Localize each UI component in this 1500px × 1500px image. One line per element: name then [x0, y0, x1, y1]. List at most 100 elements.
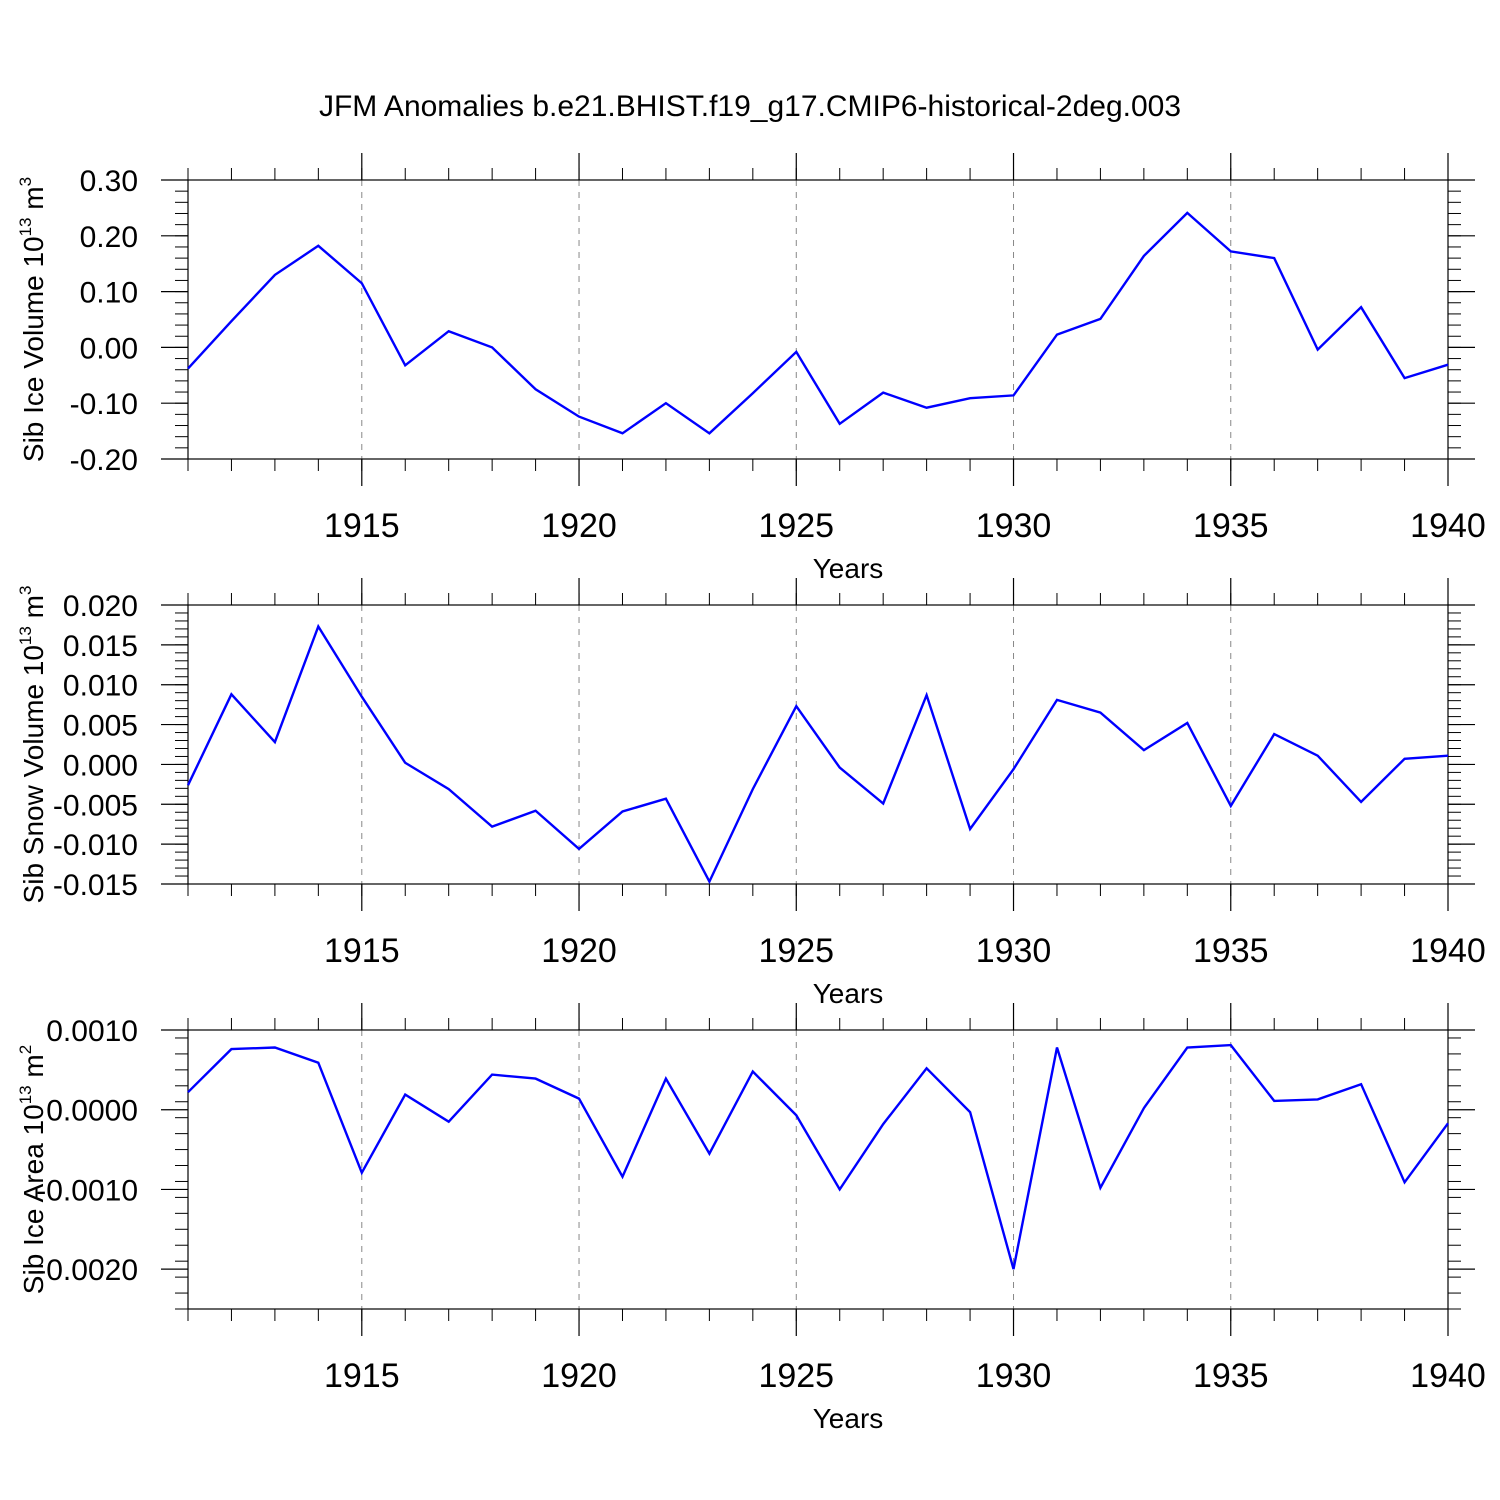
data-point — [619, 808, 625, 814]
x-tick-label: 1925 — [758, 507, 834, 545]
data-point — [272, 272, 278, 278]
data-point — [1358, 304, 1364, 310]
x-tick-label: 1940 — [1410, 1357, 1486, 1395]
y-tick-label: -0.20 — [70, 444, 138, 477]
data-point — [663, 1076, 669, 1082]
data-point — [1315, 1096, 1321, 1102]
data-point — [706, 430, 712, 436]
x-tick-label: 1920 — [541, 507, 617, 545]
data-point — [967, 826, 973, 832]
data-point — [1228, 803, 1234, 809]
data-point — [489, 1072, 495, 1078]
y-tick-label: 0.00 — [80, 332, 138, 365]
y-tick-label: 0.20 — [80, 221, 138, 254]
data-point — [185, 1089, 191, 1095]
x-tick-label: 1925 — [758, 932, 834, 970]
data-point — [1271, 1098, 1277, 1104]
data-point — [1315, 347, 1321, 353]
plot-frame — [187, 604, 1449, 885]
data-point — [880, 1121, 886, 1127]
data-point — [967, 1109, 973, 1115]
data-point — [228, 1046, 234, 1052]
data-point — [837, 1186, 843, 1192]
x-tick-label: 1935 — [1193, 1357, 1269, 1395]
y-axis-label: Sib Ice Volume 1013 m3 — [16, 177, 49, 462]
data-point — [924, 692, 930, 698]
y-tick-label: -0.005 — [53, 789, 138, 822]
data-point — [924, 405, 930, 411]
series-line-snow-volume — [186, 623, 1449, 885]
y-tick-label: 0.020 — [63, 590, 138, 623]
data-point — [1184, 720, 1190, 726]
data-point — [185, 366, 191, 372]
panel-ice-volume: 1915 1920 1925 1930 1935 1940 Years 0.30 0.20 0.1… — [16, 153, 1486, 584]
x-tick-label: 1920 — [541, 1357, 617, 1395]
data-point — [1054, 1045, 1060, 1051]
x-tick-label: 1925 — [758, 1357, 834, 1395]
data-point — [880, 800, 886, 806]
data-point — [706, 879, 712, 885]
x-tick-label: 1935 — [1193, 932, 1269, 970]
data-point — [1271, 255, 1277, 261]
data-point — [1445, 1120, 1451, 1126]
data-point — [837, 765, 843, 771]
data-point — [359, 694, 365, 700]
data-point — [533, 808, 539, 814]
y-tick-label: 0.010 — [63, 670, 138, 703]
data-point — [663, 796, 669, 802]
chart-title: JFM Anomalies b.e21.BHIST.f19_g17.CMIP6-… — [319, 90, 1181, 123]
data-point — [793, 1112, 799, 1118]
x-tick-label: 1915 — [324, 507, 400, 545]
data-point — [446, 1119, 452, 1125]
data-point — [359, 280, 365, 286]
data-point — [1141, 747, 1147, 753]
y-tick-label: -0.010 — [53, 829, 138, 862]
data-point — [1054, 697, 1060, 703]
data-point — [750, 786, 756, 792]
data-point — [1445, 753, 1451, 759]
y-tick-label: 0.30 — [80, 165, 138, 198]
y-tick-label: 0.10 — [80, 277, 138, 310]
y-axis-label: Sib Snow Volume 1013 m3 — [16, 586, 49, 904]
data-point — [272, 739, 278, 745]
plot-frame — [187, 179, 1449, 460]
data-point — [1141, 1105, 1147, 1111]
data-point — [1358, 799, 1364, 805]
data-point — [228, 691, 234, 697]
data-point — [489, 824, 495, 830]
x-axis-label: Years — [813, 553, 884, 584]
y-tick-label: 0.015 — [63, 630, 138, 663]
x-tick-label: 1935 — [1193, 507, 1269, 545]
data-point — [750, 1068, 756, 1074]
series-line-ice-area — [187, 1043, 1449, 1270]
data-point — [489, 344, 495, 350]
x-tick-label: 1940 — [1410, 932, 1486, 970]
panel-ice-area: 1915 1920 1925 1930 1935 1940 Years 0.0010 0.000… — [16, 1003, 1486, 1434]
x-tick-label: 1930 — [976, 507, 1052, 545]
plot-frame — [187, 1029, 1449, 1310]
data-point — [315, 243, 321, 249]
data-point — [1011, 392, 1017, 398]
data-point — [793, 703, 799, 709]
y-tick-label: 0.0010 — [46, 1015, 138, 1048]
data-point — [663, 400, 669, 406]
x-tick-label: 1940 — [1410, 507, 1486, 545]
data-point — [619, 430, 625, 436]
data-point — [185, 782, 191, 788]
data-point — [1402, 375, 1408, 381]
data-point — [576, 1096, 582, 1102]
data-point — [1315, 753, 1321, 759]
data-point — [1097, 1185, 1103, 1191]
data-point — [1402, 756, 1408, 762]
panels: 1915 1920 1925 1930 1935 1940 Years 0.30 0.20 0.1… — [16, 153, 1486, 1434]
data-point — [1402, 1179, 1408, 1185]
data-point — [1184, 210, 1190, 216]
data-point — [1054, 332, 1060, 338]
x-tick-label: 1920 — [541, 932, 617, 970]
x-tick-label: 1915 — [324, 932, 400, 970]
y-axis-label: Sib Ice Area 1013 m2 — [16, 1045, 49, 1294]
panel-snow-volume: 1915 1920 1925 1930 1935 1940 Years 0.020 0.015 0… — [16, 578, 1486, 1009]
y-tick-label: -0.10 — [70, 388, 138, 421]
data-point — [446, 328, 452, 334]
data-point — [924, 1065, 930, 1071]
